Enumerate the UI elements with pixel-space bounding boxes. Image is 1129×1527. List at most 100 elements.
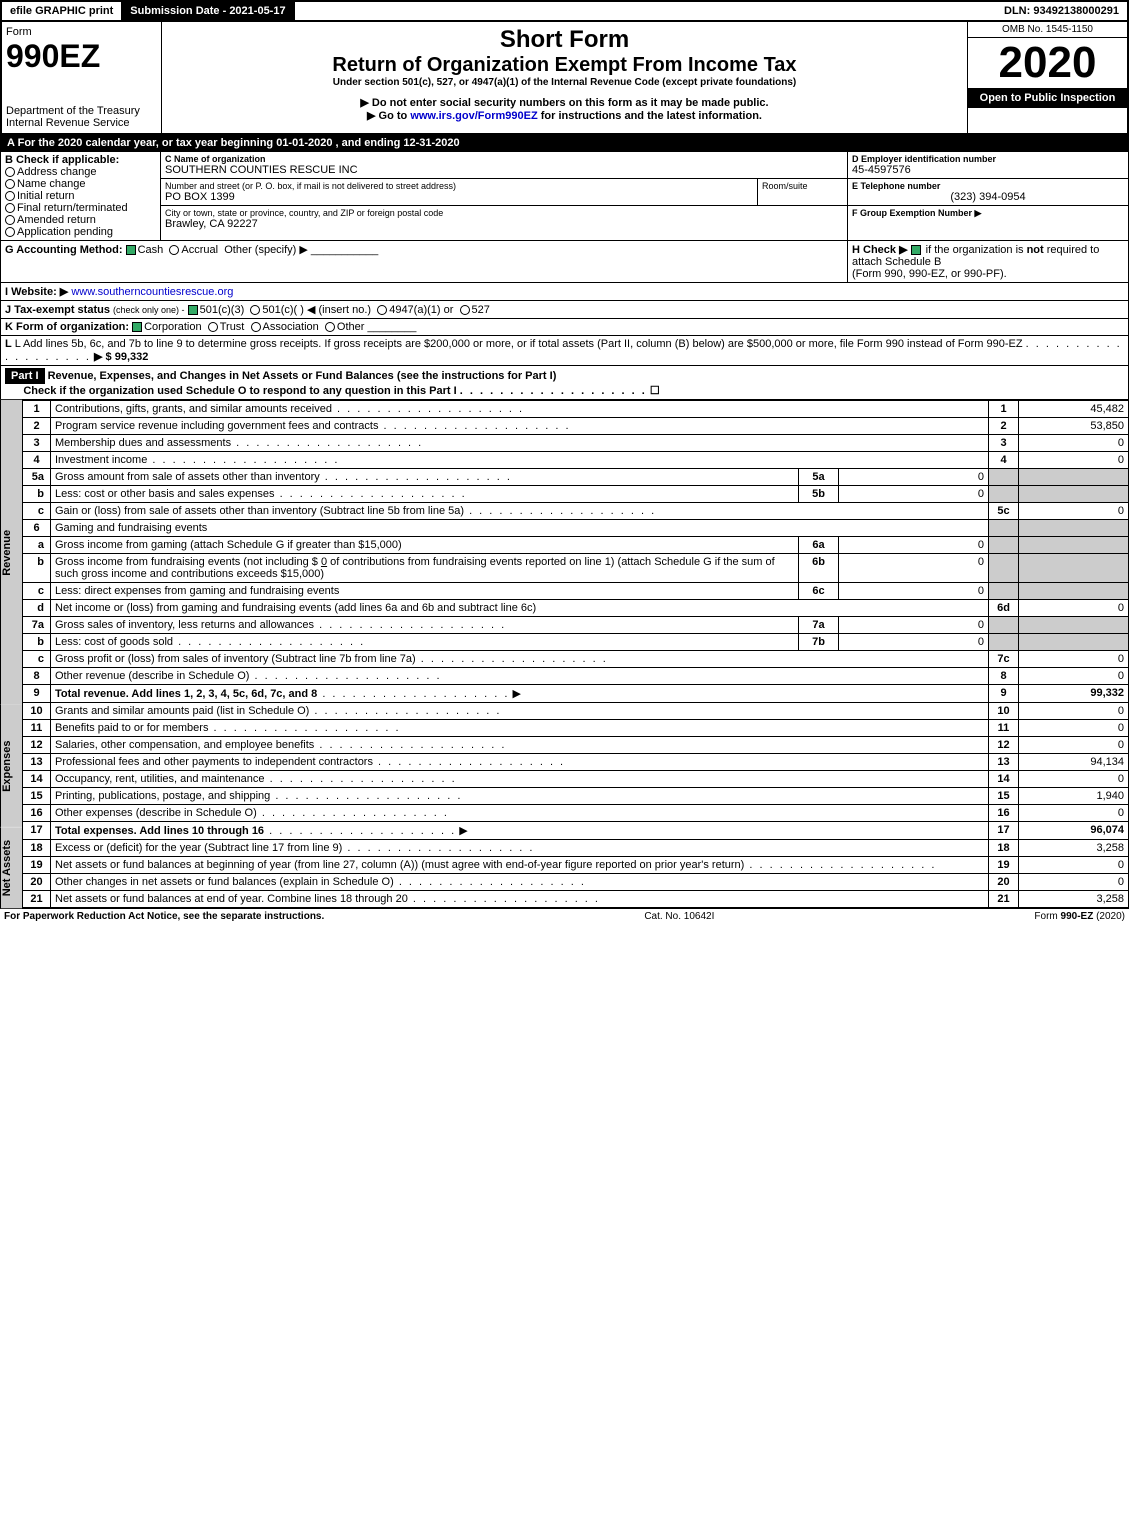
page-footer: For Paperwork Reduction Act Notice, see … — [0, 908, 1129, 924]
l3-v: 0 — [1019, 435, 1129, 452]
g-accr-check[interactable] — [169, 245, 179, 255]
box-def: D Employer identification number 45-4597… — [848, 152, 1128, 240]
line-a: A For the 2020 calendar year, or tax yea… — [0, 135, 1129, 152]
b-init-label: Initial return — [17, 190, 74, 202]
l11-n: 11 — [989, 720, 1019, 737]
b-addr-label: Address change — [17, 166, 97, 178]
g-cash-check[interactable] — [126, 245, 136, 255]
form-id-box: Form 990EZ Department of the Treasury In… — [2, 22, 162, 133]
line-5a: 5aGross amount from sale of assets other… — [23, 469, 1129, 486]
entity-block: B Check if applicable: Address change Na… — [0, 152, 1129, 241]
box-g: G Accounting Method: Cash Accrual Other … — [1, 241, 848, 282]
line-2: 2Program service revenue including gover… — [23, 418, 1129, 435]
j-527-check[interactable] — [460, 305, 470, 315]
l7c-t: Gross profit or (loss) from sales of inv… — [55, 653, 416, 665]
line-a-text: A For the 2020 calendar year, or tax yea… — [1, 135, 1128, 151]
l6c-bv: 0 — [839, 583, 989, 600]
l4-t: Investment income — [55, 454, 147, 466]
l2-v: 53,850 — [1019, 418, 1129, 435]
l5c-t: Gain or (loss) from sale of assets other… — [55, 505, 464, 517]
l7a-t: Gross sales of inventory, less returns a… — [55, 619, 314, 631]
k-other-check[interactable] — [325, 322, 335, 332]
line-12: 12Salaries, other compensation, and empl… — [23, 737, 1129, 754]
l12-t: Salaries, other compensation, and employ… — [55, 739, 314, 751]
b-name[interactable]: Name change — [5, 178, 156, 190]
l15-n: 15 — [989, 788, 1019, 805]
g-lbl: G Accounting Method: — [5, 244, 123, 256]
l18-v: 3,258 — [1019, 840, 1129, 857]
l19-v: 0 — [1019, 857, 1129, 874]
line-6d: dNet income or (loss) from gaming and fu… — [23, 600, 1129, 617]
tax-year: 2020 — [968, 38, 1127, 88]
l6a-t: Gross income from gaming (attach Schedul… — [55, 539, 402, 551]
dept-treasury: Department of the Treasury — [6, 105, 157, 117]
j-4947-check[interactable] — [377, 305, 387, 315]
l5b-bv: 0 — [839, 486, 989, 503]
c-city-lbl: City or town, state or province, country… — [165, 208, 843, 218]
title-center: Short Form Return of Organization Exempt… — [162, 22, 967, 133]
c-name: SOUTHERN COUNTIES RESCUE INC — [165, 164, 843, 176]
k-corp-check[interactable] — [132, 322, 142, 332]
line-6b: bGross income from fundraising events (n… — [23, 554, 1129, 583]
j-501c3-check[interactable] — [188, 305, 198, 315]
part1-check-box[interactable]: ☐ — [650, 385, 660, 397]
line-6a: aGross income from gaming (attach Schedu… — [23, 537, 1129, 554]
i-website[interactable]: www.southerncountiesrescue.org — [71, 286, 233, 298]
g-other: Other (specify) ▶ — [224, 244, 308, 256]
l19-n: 19 — [989, 857, 1019, 874]
e-val: (323) 394-0954 — [852, 191, 1124, 203]
l5b-box: 5b — [799, 486, 839, 503]
l8-t: Other revenue (describe in Schedule O) — [55, 670, 249, 682]
b-hdr: B Check if applicable: — [5, 154, 156, 166]
row-k: K Form of organization: Corporation Trus… — [0, 319, 1129, 336]
b-addr[interactable]: Address change — [5, 166, 156, 178]
box-b: B Check if applicable: Address change Na… — [1, 152, 161, 240]
h-check[interactable] — [911, 245, 921, 255]
d-val: 45-4597576 — [852, 164, 1124, 176]
line-5b: bLess: cost or other basis and sales exp… — [23, 486, 1129, 503]
line-15: 15Printing, publications, postage, and s… — [23, 788, 1129, 805]
l15-v: 1,940 — [1019, 788, 1129, 805]
line-8: 8Other revenue (describe in Schedule O)8… — [23, 668, 1129, 685]
row-l: L L Add lines 5b, 6c, and 7b to line 9 t… — [0, 336, 1129, 366]
l6a-bv: 0 — [839, 537, 989, 554]
l21-n: 21 — [989, 891, 1019, 908]
l4-v: 0 — [1019, 452, 1129, 469]
goto-link[interactable]: www.irs.gov/Form990EZ — [410, 110, 537, 122]
b-amend[interactable]: Amended return — [5, 214, 156, 226]
g-cash: Cash — [138, 244, 164, 256]
b-pend[interactable]: Application pending — [5, 226, 156, 238]
h-lbl: H Check ▶ — [852, 244, 908, 256]
l21-v: 3,258 — [1019, 891, 1129, 908]
l9-v: 99,332 — [1019, 685, 1129, 703]
l2-t: Program service revenue including govern… — [55, 420, 378, 432]
l7a-box: 7a — [799, 617, 839, 634]
l19-t: Net assets or fund balances at beginning… — [55, 859, 744, 871]
c-addr: PO BOX 1399 — [165, 191, 753, 203]
box-h: H Check ▶ if the organization is not req… — [848, 241, 1128, 282]
part1-check-text: Check if the organization used Schedule … — [23, 385, 456, 397]
b-final[interactable]: Final return/terminated — [5, 202, 156, 214]
j-501c-check[interactable] — [250, 305, 260, 315]
line-11: 11Benefits paid to or for members110 — [23, 720, 1129, 737]
k-assoc-check[interactable] — [251, 322, 261, 332]
l8-v: 0 — [1019, 668, 1129, 685]
b-init[interactable]: Initial return — [5, 190, 156, 202]
under-section: Under section 501(c), 527, or 4947(a)(1)… — [166, 77, 963, 88]
b-hdr-text: Check if applicable: — [16, 154, 119, 166]
l14-v: 0 — [1019, 771, 1129, 788]
efile-label: efile GRAPHIC print — [2, 2, 122, 20]
row-i: I Website: ▶ www.southerncountiesrescue.… — [0, 283, 1129, 301]
l5a-t: Gross amount from sale of assets other t… — [55, 471, 320, 483]
part1-body: Revenue Expenses Net Assets 1Contributio… — [0, 400, 1129, 908]
line-21: 21Net assets or fund balances at end of … — [23, 891, 1129, 908]
row-gh: G Accounting Method: Cash Accrual Other … — [0, 241, 1129, 283]
l6b-t1: Gross income from fundraising events (no… — [55, 556, 321, 568]
part1-header: Part I Revenue, Expenses, and Changes in… — [0, 366, 1129, 400]
k-corp: Corporation — [144, 321, 201, 333]
return-title: Return of Organization Exempt From Incom… — [166, 54, 963, 77]
k-assoc: Association — [263, 321, 319, 333]
goto-pre: ▶ Go to — [367, 110, 410, 122]
k-trust-check[interactable] — [208, 322, 218, 332]
row-j: J Tax-exempt status (check only one) - 5… — [0, 301, 1129, 319]
